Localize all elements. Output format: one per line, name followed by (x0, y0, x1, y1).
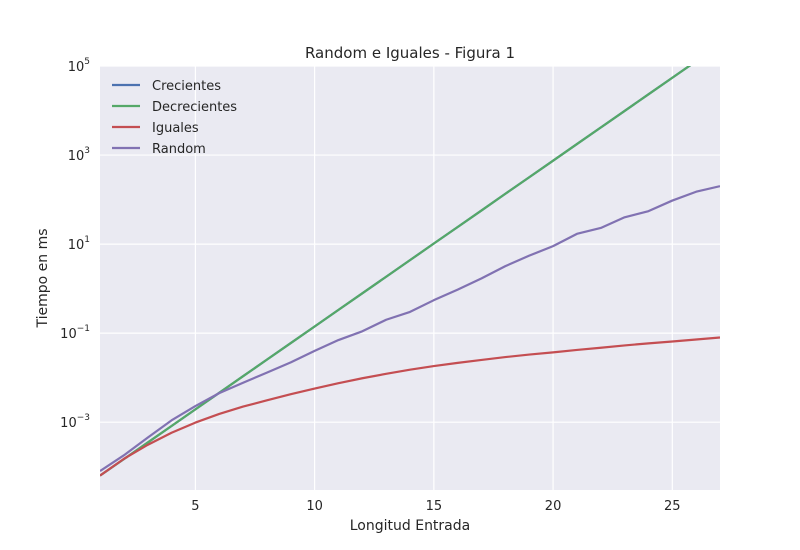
legend-label-decrecientes: Decrecientes (152, 100, 237, 115)
y-tick-label: 10−1 (60, 324, 90, 342)
x-axis-label: Longitud Entrada (350, 518, 470, 534)
x-tick-label: 10 (306, 499, 323, 514)
y-tick-label: 101 (68, 235, 90, 253)
legend-label-iguales: Iguales (152, 121, 199, 136)
chart-title: Random e Iguales - Figura 1 (305, 44, 515, 62)
y-tick-label: 103 (68, 146, 90, 164)
x-tick-label: 20 (545, 499, 562, 514)
y-tick-label: 10−3 (60, 413, 90, 431)
x-tick-label: 15 (426, 499, 443, 514)
series-line-random (100, 185, 720, 472)
y-tick-label: 105 (68, 57, 90, 75)
x-gridlines (194, 66, 673, 490)
x-tick-label: 5 (191, 499, 199, 514)
legend: Crecientes Decrecientes Iguales Random (112, 79, 237, 157)
y-axis-label: Tiempo en ms (35, 228, 51, 328)
legend-label-random: Random (152, 142, 206, 157)
y-gridlines (100, 65, 720, 423)
y-tick-labels: 10−3 10−1 101 103 105 (60, 57, 90, 431)
series-lines (100, 66, 720, 477)
series-line-iguales (100, 336, 720, 477)
x-tick-label: 25 (664, 499, 681, 514)
x-tick-labels: 5 10 15 20 25 (191, 499, 680, 514)
legend-label-crecientes: Crecientes (152, 79, 221, 94)
series-line-decrecientes (100, 66, 692, 477)
